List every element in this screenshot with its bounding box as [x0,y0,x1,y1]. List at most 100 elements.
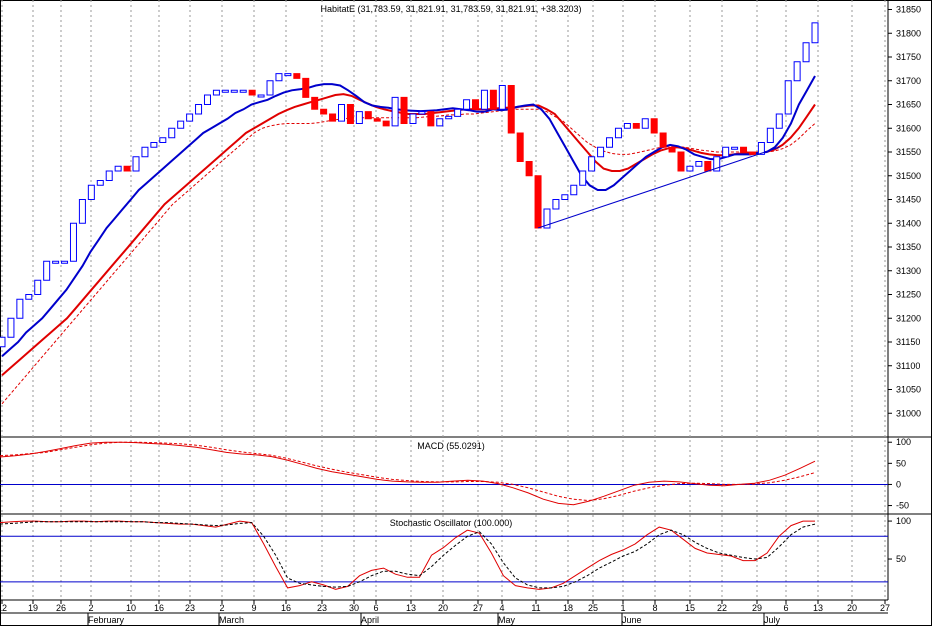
price-candle [641,118,649,129]
envelope-band-line [1,108,816,405]
price-candle [123,165,131,172]
price-candle [775,113,783,129]
price-candle [132,156,140,172]
x-tick-label: 18 [563,603,573,613]
macd-title: MACD (55.0291) [417,441,485,451]
x-tick-label: 26 [56,603,66,613]
y-tick-label: 31550 [896,147,921,157]
x-tick-label: 4 [499,603,504,613]
price-candle [141,146,149,158]
y-tick-label: 31800 [896,28,921,38]
price-candle [436,118,444,127]
y-tick-label: 31150 [896,337,920,347]
price-candle [25,294,33,300]
x-tick-label: 13 [406,603,416,613]
price-candle [302,77,310,98]
x-tick-label: 23 [185,603,195,613]
x-tick-label: 30 [349,603,359,613]
x-tick-label: 23 [317,603,327,613]
price-candle [114,165,122,172]
price-candle [704,161,712,172]
price-candle [668,146,676,153]
x-tick-label: 27 [473,603,483,613]
price-candle [445,115,453,120]
price-candle [373,118,381,122]
price-candle [248,89,256,96]
stochastic-title: Stochastic Oscillator (100.000) [390,518,513,528]
macd-signal-line [0,441,816,502]
price-candle [784,80,792,115]
price-candle [221,89,229,93]
y-tick-label: 31650 [896,100,921,110]
price-candle [409,113,417,124]
y-tick-label: 31500 [896,171,921,181]
price-candle [766,127,774,143]
price-candle [43,260,51,281]
x-tick-label: 6 [373,603,378,613]
month-label: February [88,615,125,625]
x-tick-label: 16 [281,603,291,613]
y-tick-label: 0 [896,479,901,489]
y-tick-label: 31400 [896,218,921,228]
x-tick-label: 19 [28,603,38,613]
price-candle [713,156,721,172]
price-candle [534,175,542,229]
price-candle [686,165,694,172]
price-candle [96,180,104,186]
price-candle [391,96,399,127]
price-candle [257,94,265,98]
fast-moving-average-line [1,75,816,358]
price-candle [579,170,587,186]
y-tick-label: 31750 [896,52,921,62]
x-tick-label: 12 [0,603,7,613]
price-candle [203,94,211,105]
price-candle [418,111,426,115]
price-candle [400,96,408,124]
y-tick-label: 50 [896,458,906,468]
price-candle [168,127,176,139]
y-tick-label: 31250 [896,290,921,300]
price-candle [543,208,551,229]
price-candle [346,104,354,124]
price-candle [230,89,238,93]
price-candle [454,108,462,117]
price-candle [311,96,319,110]
y-tick-label: -50 [896,501,909,511]
price-candle [748,151,756,155]
price-candle [52,260,60,264]
price-candle [364,111,372,120]
price-candle [382,120,390,127]
price-candle [722,146,730,158]
stochastic-k-line [0,520,815,590]
price-candle [87,184,95,200]
price-candle [150,142,158,148]
month-label: June [622,615,642,625]
price-candle [561,194,569,200]
x-tick-label: 2 [88,603,93,613]
price-candle [740,146,748,153]
y-tick-label: 50 [896,554,906,564]
y-tick-label: 31850 [896,5,921,15]
x-tick-label: 20 [438,603,448,613]
stochastic-d-line [0,521,816,589]
price-candle [695,161,703,167]
price-candle [793,61,801,82]
x-tick-label: 10 [126,603,136,613]
x-tick-label: 22 [717,603,727,613]
price-candle [186,113,194,122]
x-tick-label: 25 [588,603,598,613]
price-candle [606,137,614,148]
trend-line [537,146,780,229]
y-tick-label: 31700 [896,76,921,86]
y-tick-label: 31300 [896,266,921,276]
price-candle [623,123,631,129]
x-tick-label: 16 [154,603,164,613]
price-candle [284,73,292,77]
y-tick-label: 31450 [896,195,921,205]
price-candle [480,89,488,110]
x-tick-label: 9 [251,603,256,613]
y-tick-label: 31050 [896,385,921,395]
month-label: March [219,615,244,625]
